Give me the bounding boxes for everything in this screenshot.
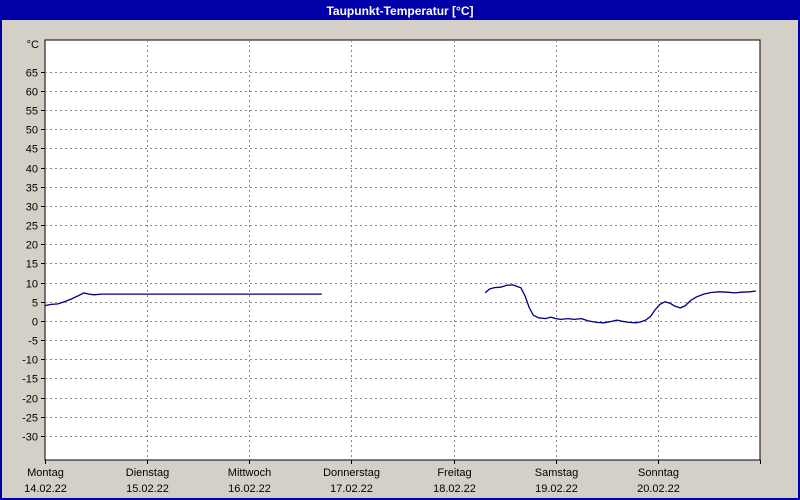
x-day-label: Sonntag bbox=[638, 467, 679, 479]
y-tick-label: 35 bbox=[26, 183, 38, 195]
x-date-label: 16.02.22 bbox=[228, 483, 271, 495]
x-day-label: Montag bbox=[27, 467, 64, 479]
x-day-label: Dienstag bbox=[126, 467, 169, 479]
y-tick-label: 40 bbox=[26, 164, 38, 176]
dewpoint-line-chart: 65605550454035302520151050-5-10-15-20-25… bbox=[22, 39, 761, 495]
y-tick-label: 60 bbox=[26, 87, 38, 99]
x-date-label: 18.02.22 bbox=[433, 483, 476, 495]
y-tick-label: -10 bbox=[22, 355, 38, 367]
y-tick-label: -5 bbox=[28, 336, 38, 348]
y-tick-label: 55 bbox=[26, 106, 38, 118]
y-tick-label: 10 bbox=[26, 279, 38, 291]
x-date-label: 15.02.22 bbox=[126, 483, 169, 495]
y-tick-label: 0 bbox=[32, 317, 38, 329]
x-date-label: 20.02.22 bbox=[637, 483, 680, 495]
x-day-label: Freitag bbox=[437, 467, 471, 479]
dewpoint-series-line bbox=[484, 284, 756, 324]
x-date-label: 14.02.22 bbox=[24, 483, 67, 495]
y-tick-label: 30 bbox=[26, 202, 38, 214]
x-day-label: Mittwoch bbox=[228, 467, 271, 479]
chart-plot-container: 65 60 55 50 45 40 35 30 25 20 15 10 5 0 -5 -10 -15 -20 -25… bbox=[2, 20, 798, 498]
chart-title-bar: Taupunkt-Temperatur [°C] bbox=[2, 2, 798, 20]
x-date-label: 17.02.22 bbox=[330, 483, 373, 495]
dewpoint-series-line bbox=[44, 292, 322, 307]
plot-background bbox=[44, 39, 761, 461]
y-tick-label: 5 bbox=[32, 298, 38, 310]
y-tick-label: 50 bbox=[26, 125, 38, 137]
x-date-label: 19.02.22 bbox=[535, 483, 578, 495]
y-axis-unit-label: °C bbox=[27, 39, 39, 51]
y-tick-label: -20 bbox=[22, 394, 38, 406]
y-tick-label: 15 bbox=[26, 259, 38, 271]
chart-title: Taupunkt-Temperatur [°C] bbox=[326, 4, 474, 18]
x-day-label: Samstag bbox=[535, 467, 578, 479]
y-tick-label: -30 bbox=[22, 432, 38, 444]
y-tick-label: 65 bbox=[26, 68, 38, 80]
y-tick-label: -15 bbox=[22, 374, 38, 386]
y-tick-label: -25 bbox=[22, 413, 38, 425]
y-tick-label: 45 bbox=[26, 144, 38, 156]
y-tick-label: 20 bbox=[26, 240, 38, 252]
y-tick-label: 25 bbox=[26, 221, 38, 233]
x-day-label: Donnerstag bbox=[323, 467, 380, 479]
